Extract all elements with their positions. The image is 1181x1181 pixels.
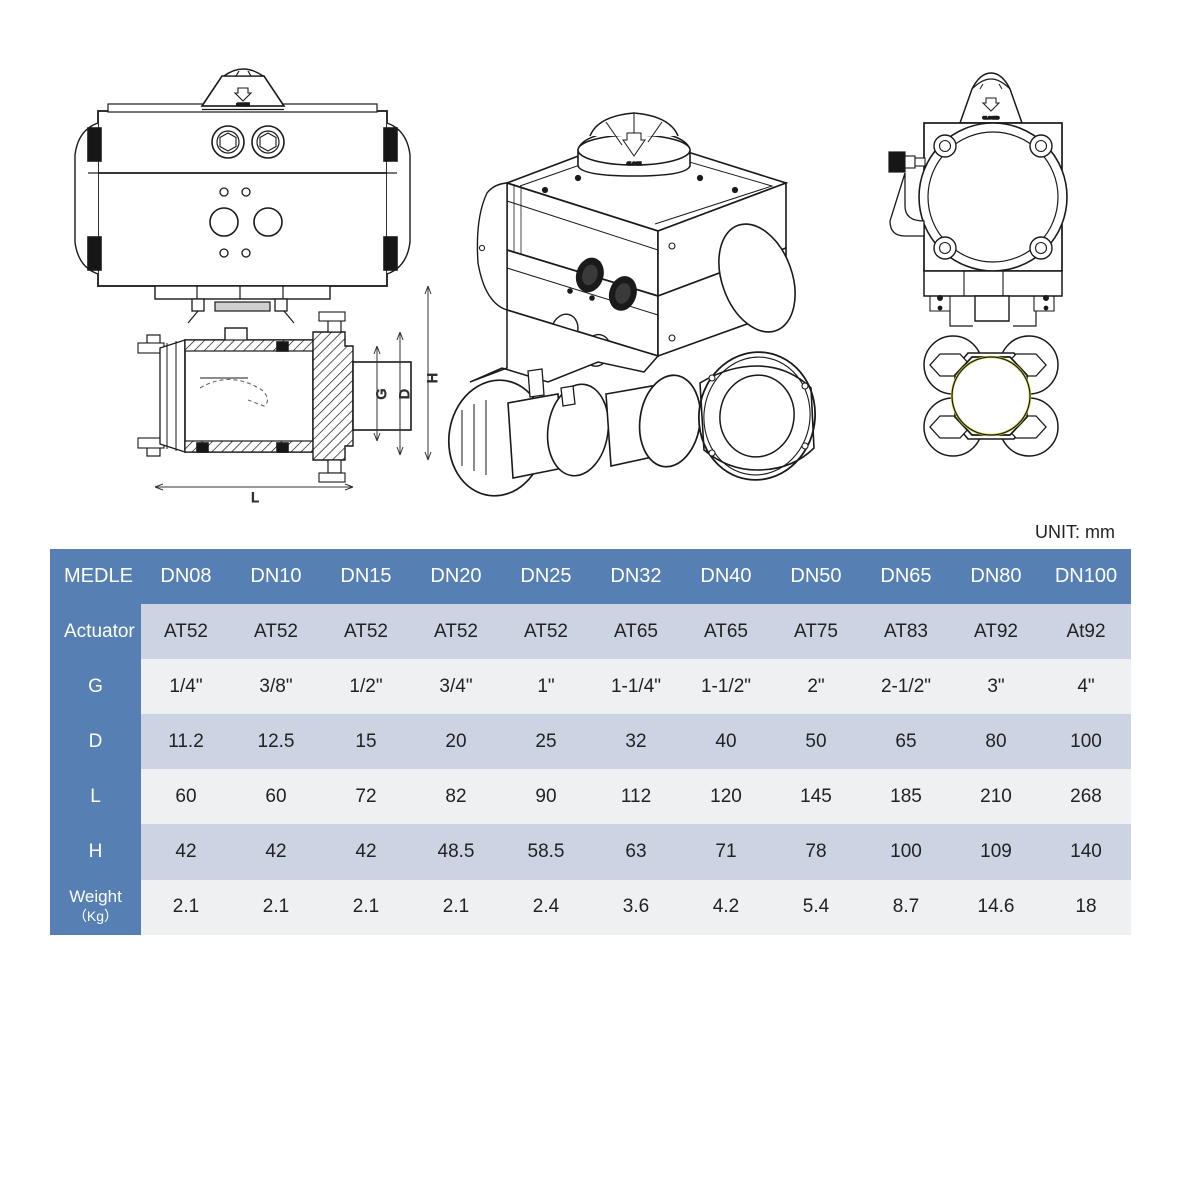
svg-text:H: H <box>424 373 440 383</box>
svg-text:OPEN: OPEN <box>236 102 250 107</box>
svg-text:G: G <box>373 389 389 400</box>
svg-text:CLOSE: CLOSE <box>627 161 642 166</box>
svg-text:L: L <box>251 489 259 505</box>
svg-text:CLOSED: CLOSED <box>983 115 1000 120</box>
svg-text:D: D <box>396 389 412 399</box>
